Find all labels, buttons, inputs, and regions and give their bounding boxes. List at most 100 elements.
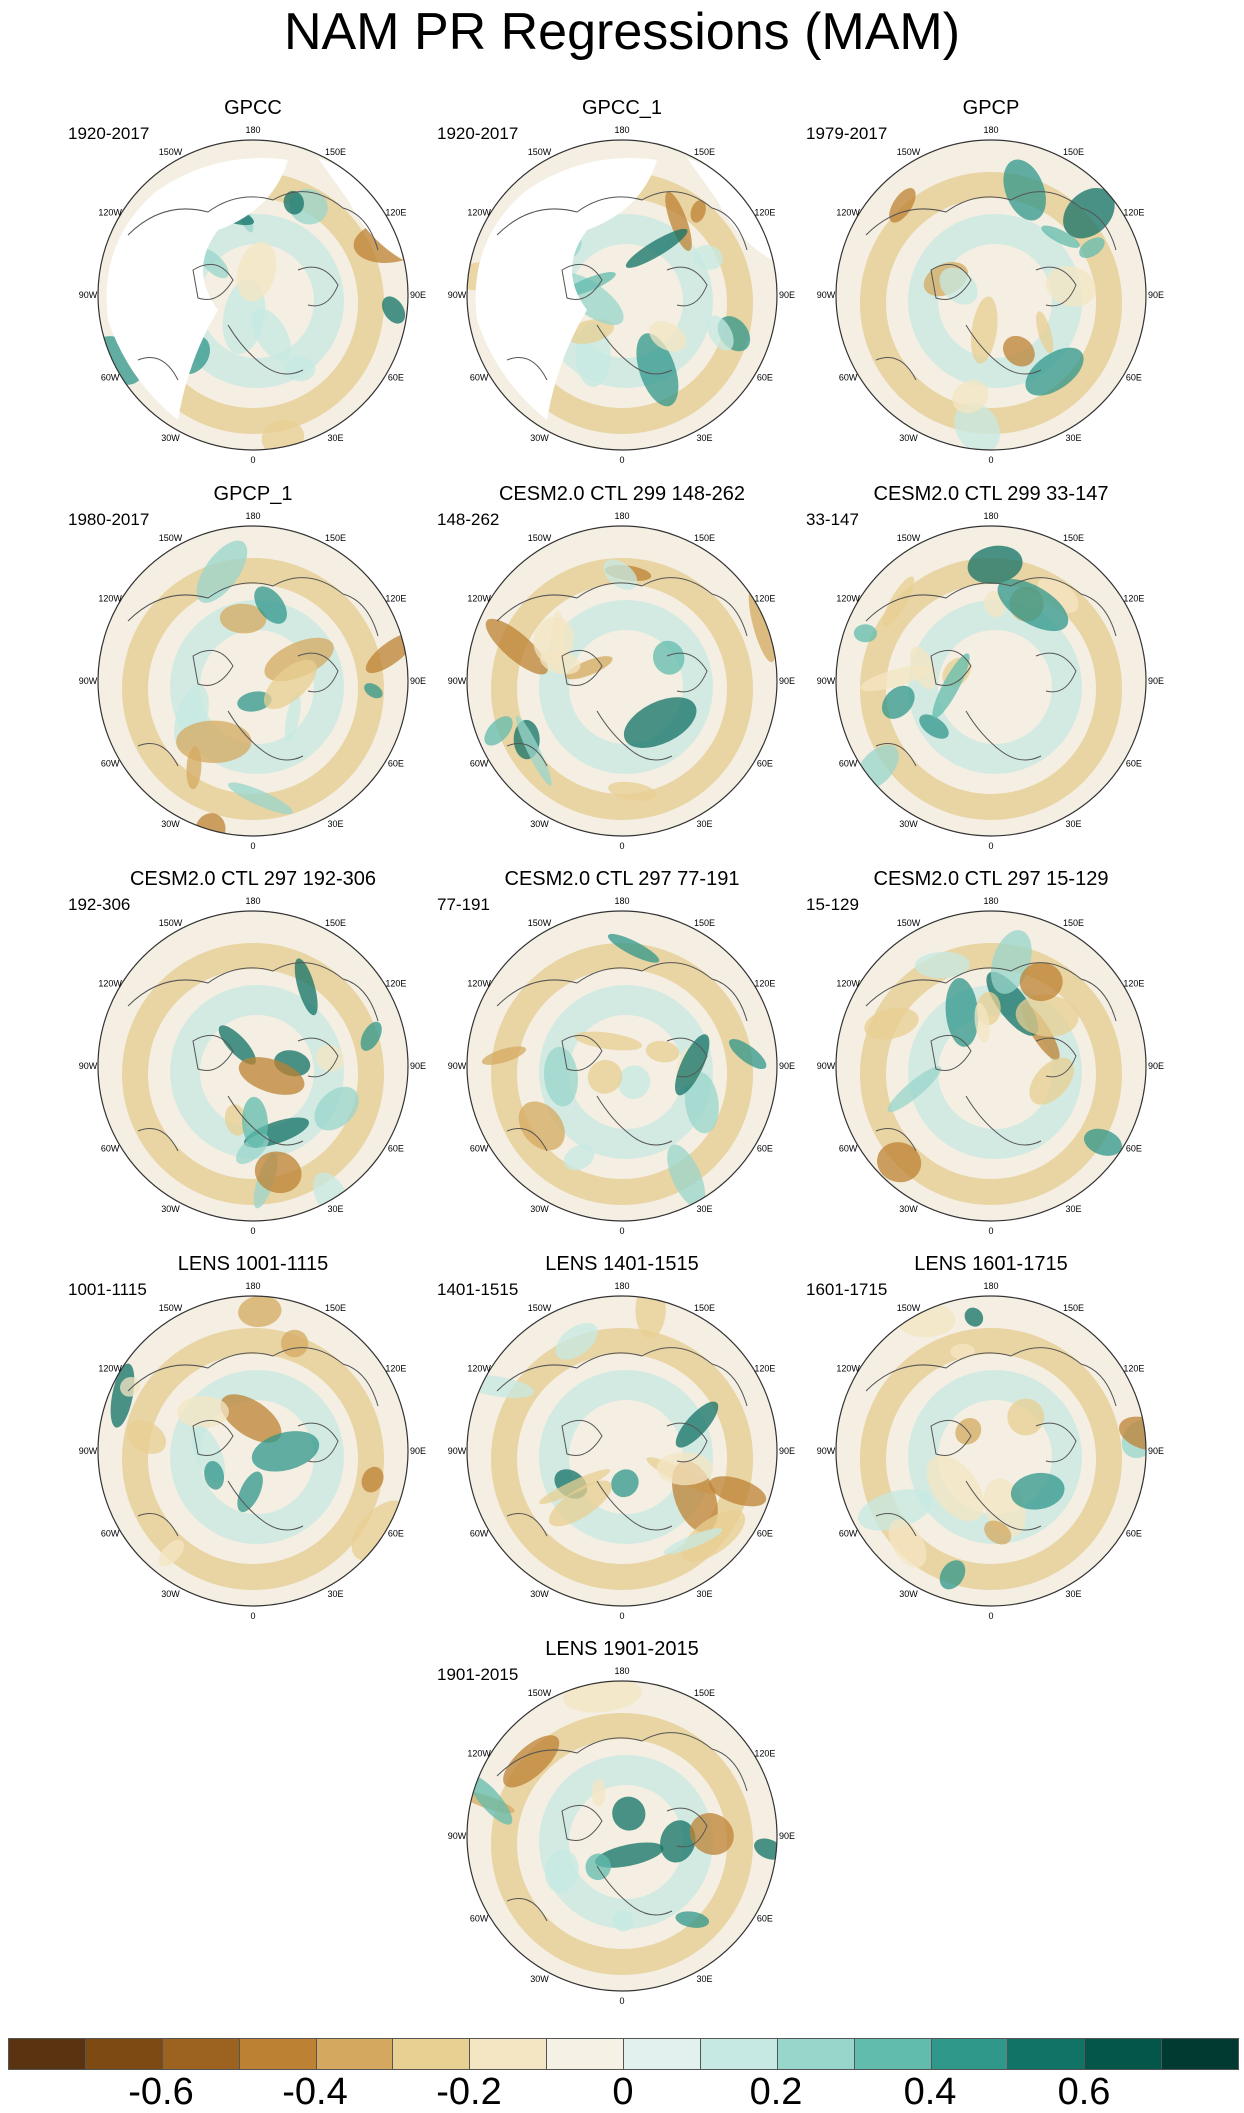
longitude-label: 60E — [757, 1914, 773, 1924]
longitude-label: 30E — [696, 1204, 712, 1214]
colorbar-tick-label: 0.6 — [1057, 2071, 1111, 2113]
colorbar-swatch — [546, 2038, 624, 2070]
panel-period: 148-262 — [437, 510, 500, 529]
anomaly-patch — [675, 1911, 710, 1928]
anomaly-patch — [283, 190, 304, 215]
longitude-label: 120W — [467, 1364, 491, 1374]
colorbar-swatch — [1007, 2038, 1086, 2070]
anomaly-patch — [748, 587, 776, 663]
colorbar-swatch — [161, 2038, 240, 2070]
anomaly-patch — [1025, 347, 1084, 396]
longitude-label: 180 — [983, 896, 998, 906]
colorbar-swatch — [1161, 2038, 1239, 2070]
anomaly-patch — [1010, 1472, 1065, 1510]
anomaly-patch — [238, 1057, 305, 1095]
panel-period: 192-306 — [68, 895, 131, 914]
anomaly-patch — [219, 603, 267, 634]
colorbar-swatch — [930, 2038, 1009, 2070]
anomaly-patch — [667, 1144, 706, 1208]
anomaly-patch — [251, 1431, 320, 1472]
longitude-label: 0 — [988, 841, 993, 851]
longitude-label: 60W — [839, 1144, 858, 1154]
anomaly-patch — [926, 1455, 985, 1522]
panel-title: GPCP_1 — [213, 483, 293, 505]
anomaly-patch — [649, 321, 687, 352]
anomaly-patch — [176, 720, 252, 763]
missing-data-region — [106, 158, 288, 420]
longitude-label: 120E — [385, 1364, 406, 1374]
longitude-label: 60E — [1126, 1144, 1142, 1154]
colorbar-swatch — [392, 2038, 471, 2070]
anomaly-patch — [294, 958, 318, 1016]
anomaly-patch — [1003, 159, 1046, 221]
longitude-label: 90E — [410, 1446, 426, 1456]
longitude-label: 90E — [779, 1061, 795, 1071]
longitude-label: 150W — [159, 147, 183, 157]
anomaly-patch — [591, 1778, 606, 1807]
anomaly-patch — [623, 697, 697, 748]
anomaly-patch — [954, 402, 1001, 450]
map-panel: CESM2.0 CTL 299 148-262 148-262 180 150E 1… — [437, 482, 807, 862]
anomaly-patch — [1029, 1057, 1074, 1105]
anomaly-patch — [887, 1066, 942, 1113]
anomaly-patch — [665, 191, 692, 251]
polar-map: 180 150E 120E 90E 60E 30E 0 30W 60W 90W 120W 150W — [79, 896, 426, 1236]
anomaly-patch — [864, 1007, 919, 1040]
longitude-label: 120E — [1123, 979, 1144, 989]
anomaly-patch — [608, 781, 657, 801]
anomaly-patch — [563, 1144, 595, 1171]
anomaly-patch — [224, 1104, 248, 1136]
longitude-label: 90W — [817, 290, 836, 300]
colorbar-tick-label: 0 — [612, 2071, 634, 2113]
map-panel: GPCC_1 1920-2017 180 150E 120E 90E 60E 30E 0 30… — [437, 96, 807, 476]
anomaly-patch — [932, 653, 970, 719]
coastline — [496, 577, 748, 767]
longitude-label: 180 — [983, 511, 998, 521]
longitude-label: 60E — [757, 1144, 773, 1154]
anomaly-patch — [1084, 1128, 1122, 1156]
coastline — [496, 1732, 748, 1922]
panel-period: 1920-2017 — [68, 124, 150, 143]
anomaly-patch — [881, 685, 915, 719]
longitude-label: 180 — [614, 511, 629, 521]
panel-period: 1401-1515 — [437, 1280, 519, 1299]
longitude-label: 150E — [325, 533, 346, 543]
longitude-label: 30E — [327, 1204, 343, 1214]
longitude-label: 90E — [1148, 1061, 1164, 1071]
longitude-label: 60W — [101, 759, 120, 769]
anomaly-patch — [660, 1820, 696, 1863]
longitude-label: 0 — [250, 1226, 255, 1236]
longitude-label: 60E — [1126, 759, 1142, 769]
anomaly-band — [491, 1328, 753, 1590]
longitude-label: 60W — [470, 1529, 489, 1539]
panel-period: 1979-2017 — [806, 124, 888, 143]
anomaly-patch — [689, 1813, 734, 1855]
anomaly-patch — [467, 1774, 513, 1825]
anomaly-patch — [603, 559, 638, 590]
panel-period: 1901-2015 — [437, 1665, 519, 1684]
longitude-label: 90E — [410, 1061, 426, 1071]
longitude-label: 90E — [1148, 1446, 1164, 1456]
longitude-label: 90W — [79, 676, 98, 686]
anomaly-patch — [314, 1086, 359, 1131]
longitude-label: 150W — [897, 1303, 921, 1313]
anomaly-patch — [636, 333, 679, 407]
longitude-label: 120W — [467, 208, 491, 218]
coastline — [865, 191, 1117, 381]
anomaly-patch — [218, 1025, 256, 1065]
longitude-label: 0 — [619, 1996, 624, 2006]
panel-title: LENS 1601-1715 — [914, 1253, 1068, 1275]
longitude-label: 120E — [1123, 208, 1144, 218]
anomaly-patch — [251, 307, 292, 362]
panel-title: GPCC_1 — [581, 97, 663, 119]
anomaly-patch — [158, 1539, 185, 1567]
map-panel: LENS 1001-1115 1001-1115 180 150E 120E 90E 6… — [68, 1252, 438, 1632]
coastline — [127, 191, 379, 381]
panel-period: 77-191 — [437, 895, 490, 914]
longitude-label: 60E — [757, 373, 773, 383]
panel-title: CESM2.0 CTL 299 33-147 — [873, 483, 1109, 505]
longitude-label: 150W — [897, 147, 921, 157]
anomaly-patch — [612, 1910, 634, 1932]
anomaly-patch — [543, 1046, 579, 1107]
coastline — [127, 577, 379, 767]
